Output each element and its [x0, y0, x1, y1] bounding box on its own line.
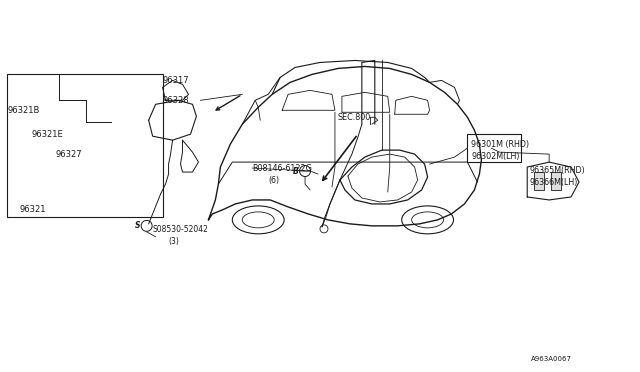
Circle shape — [300, 166, 310, 177]
Text: B08146-6122G: B08146-6122G — [252, 164, 312, 173]
Text: 96321E: 96321E — [31, 130, 63, 139]
Circle shape — [141, 220, 152, 231]
Text: 96366M(LH): 96366M(LH) — [529, 177, 577, 186]
Text: 96301M (RHD): 96301M (RHD) — [472, 140, 529, 149]
Bar — [467, 134, 521, 162]
Text: 96328: 96328 — [163, 96, 189, 105]
Bar — [551, 172, 561, 190]
Text: 96321: 96321 — [19, 205, 45, 214]
Text: (6): (6) — [268, 176, 279, 185]
Circle shape — [320, 225, 328, 233]
Text: A963A0067: A963A0067 — [531, 356, 572, 362]
Text: S08530-52042: S08530-52042 — [152, 225, 209, 234]
Text: 96302M(LH): 96302M(LH) — [472, 152, 520, 161]
Text: 96317: 96317 — [163, 76, 189, 85]
Text: S: S — [135, 221, 141, 230]
Bar — [534, 172, 544, 190]
Text: B: B — [293, 167, 299, 176]
Text: SEC.800: SEC.800 — [338, 113, 371, 122]
Text: 96327: 96327 — [56, 150, 83, 158]
Bar — [7, 74, 163, 217]
Text: 96321B: 96321B — [7, 106, 40, 115]
Text: (3): (3) — [168, 237, 179, 246]
Text: 96365M(RHD): 96365M(RHD) — [529, 166, 585, 174]
